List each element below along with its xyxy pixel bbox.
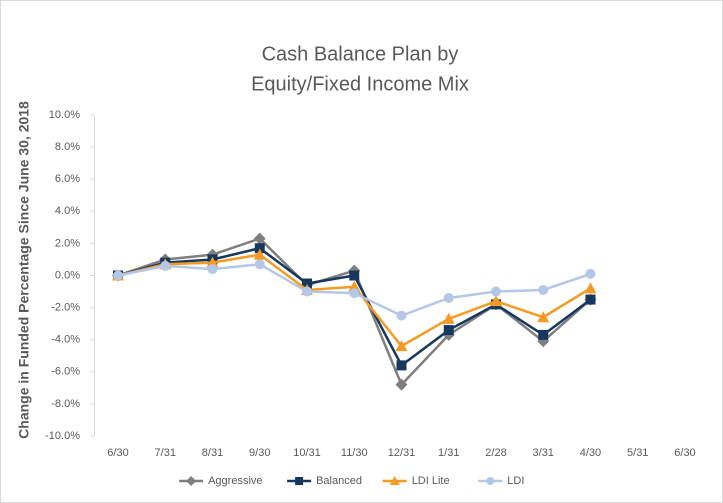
marker [348,280,361,292]
y-tick-label: -6.0% [51,366,80,378]
marker [395,378,408,391]
chart-title-line: Equity/Fixed Income Mix [251,73,469,95]
legend-label: Balanced [316,475,362,487]
y-tick-label: 0.0% [55,269,80,281]
y-axis-label: Change in Funded Percentage Since June 3… [16,101,32,439]
x-tick-label: 3/31 [533,447,554,459]
x-tick-label: 1/31 [438,447,459,459]
x-tick-label: 6/30 [107,447,128,459]
marker [253,248,266,260]
legend-marker [389,476,400,485]
marker [489,295,502,307]
x-tick-label: 10/31 [293,447,321,459]
y-tick-label: -4.0% [51,334,80,346]
x-tick-label: 12/31 [388,447,416,459]
marker [490,286,501,297]
marker [443,325,454,336]
marker [537,311,550,323]
marker [396,360,407,371]
marker [253,232,266,245]
marker [442,312,455,324]
marker [585,268,596,279]
legend-label: LDI Lite [412,475,450,487]
y-tick-label: -10.0% [45,430,80,442]
x-tick-label: 2/28 [485,447,506,459]
marker [585,294,596,305]
marker [349,288,360,299]
marker [302,286,313,297]
marker [113,270,124,281]
marker [349,270,360,281]
y-tick-label: 10.0% [49,109,80,121]
marker [538,284,549,295]
x-tick-label: 8/31 [202,447,223,459]
marker [206,256,219,268]
x-tick-label: 5/31 [627,447,648,459]
x-tick-label: 9/30 [249,447,270,459]
legend-label: Aggressive [208,475,262,487]
y-tick-label: -2.0% [51,302,80,314]
legend-marker [186,476,197,486]
legend-label: LDI [507,475,524,487]
x-tick-label: 4/30 [580,447,601,459]
y-tick-label: -8.0% [51,398,80,410]
marker [302,278,313,289]
legend-marker [486,477,495,485]
y-tick-label: 2.0% [55,237,80,249]
marker [443,292,454,303]
marker [584,282,597,294]
legend-marker [295,477,304,485]
x-tick-label: 7/31 [155,447,176,459]
marker [207,264,218,275]
marker [160,260,171,271]
marker [538,329,549,340]
y-tick-label: 8.0% [55,141,80,153]
marker [254,259,265,270]
y-tick-label: 6.0% [55,173,80,185]
chart-title-line: Cash Balance Plan by [262,43,459,65]
marker [395,340,408,352]
x-tick-label: 11/30 [341,447,368,459]
y-tick-label: 4.0% [55,205,80,217]
x-tick-label: 6/30 [674,447,695,459]
marker [396,310,407,321]
marker [254,243,265,254]
